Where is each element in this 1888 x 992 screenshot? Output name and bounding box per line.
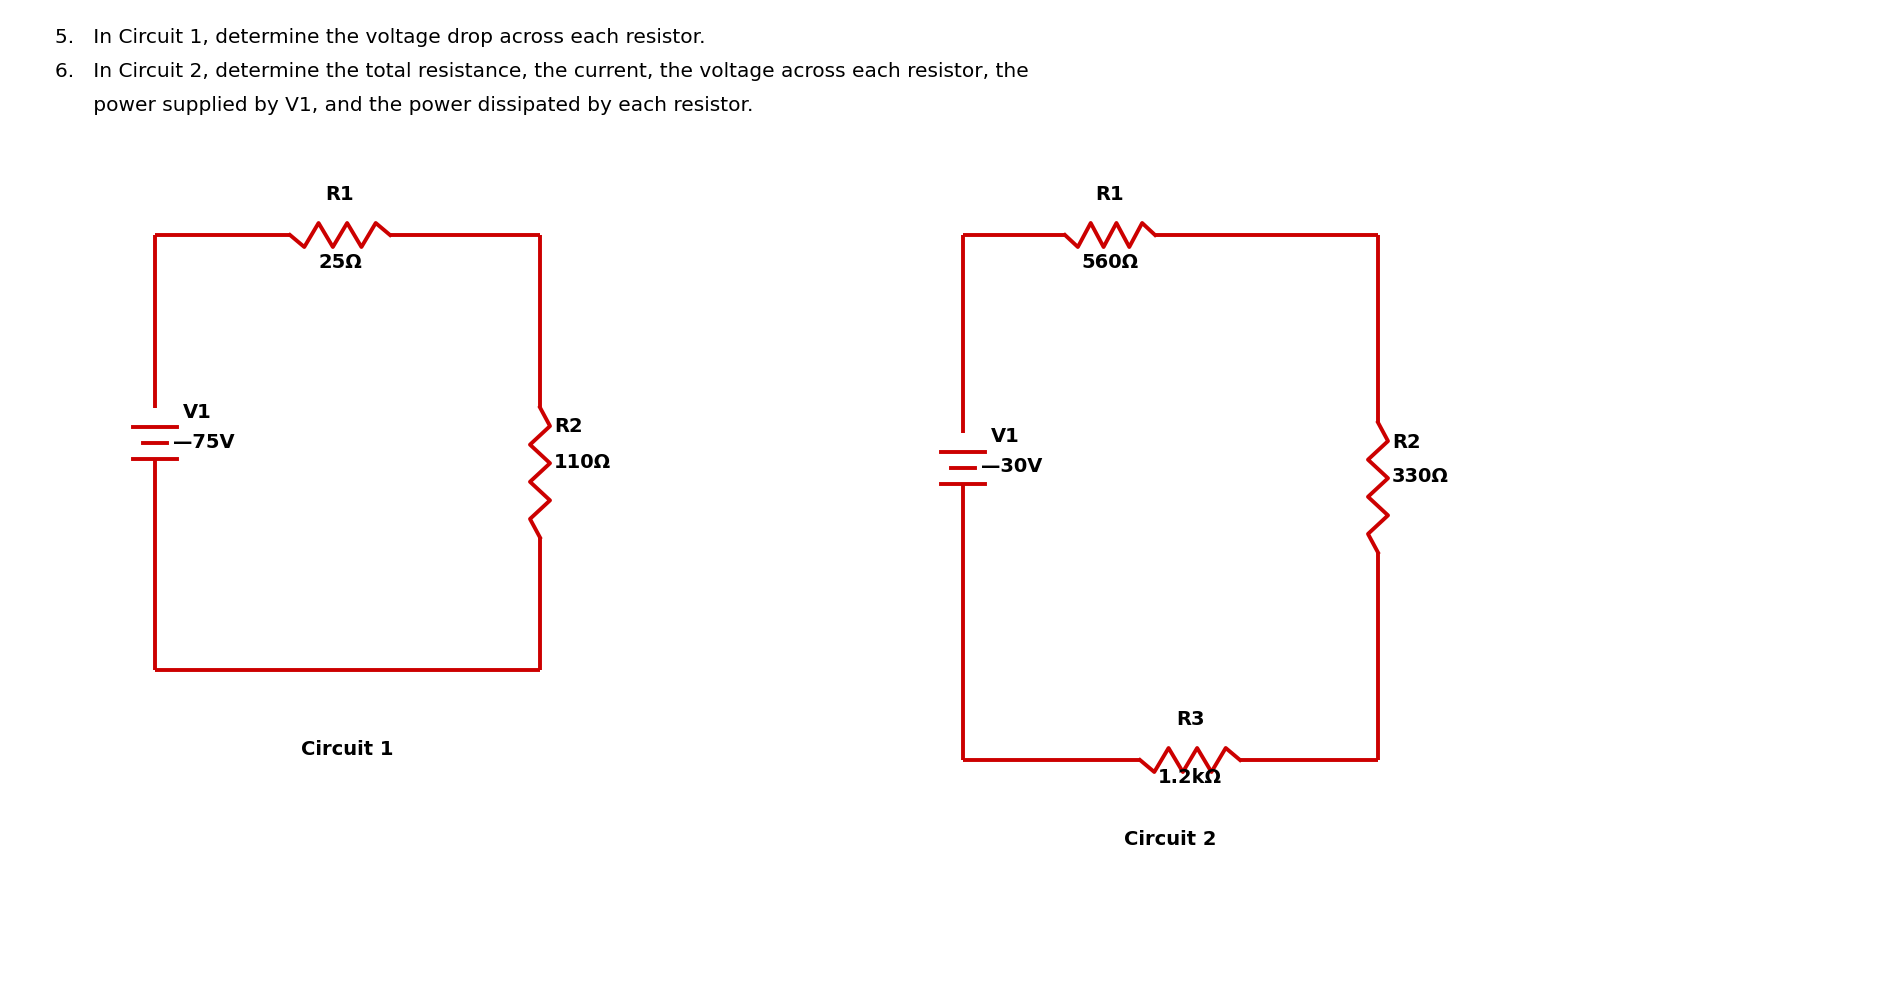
Text: Circuit 1: Circuit 1 [302, 740, 395, 759]
Text: —75V: —75V [174, 433, 234, 451]
Text: 6.   In Circuit 2, determine the total resistance, the current, the voltage acro: 6. In Circuit 2, determine the total res… [55, 62, 1029, 81]
Text: 5.   In Circuit 1, determine the voltage drop across each resistor.: 5. In Circuit 1, determine the voltage d… [55, 28, 706, 47]
Text: R2: R2 [1391, 433, 1420, 451]
Text: 1.2kΩ: 1.2kΩ [1157, 768, 1222, 787]
Text: R1: R1 [1095, 185, 1125, 204]
Text: R3: R3 [1176, 710, 1205, 729]
Text: 330Ω: 330Ω [1391, 467, 1448, 486]
Text: 25Ω: 25Ω [317, 253, 362, 272]
Text: power supplied by V1, and the power dissipated by each resistor.: power supplied by V1, and the power diss… [55, 96, 753, 115]
Text: R2: R2 [553, 418, 583, 436]
Text: —30V: —30V [982, 457, 1042, 476]
Text: V1: V1 [991, 428, 1020, 446]
Text: 560Ω: 560Ω [1082, 253, 1138, 272]
Text: R1: R1 [327, 185, 355, 204]
Text: V1: V1 [183, 403, 211, 422]
Text: 110Ω: 110Ω [553, 452, 612, 471]
Text: Circuit 2: Circuit 2 [1123, 830, 1216, 849]
